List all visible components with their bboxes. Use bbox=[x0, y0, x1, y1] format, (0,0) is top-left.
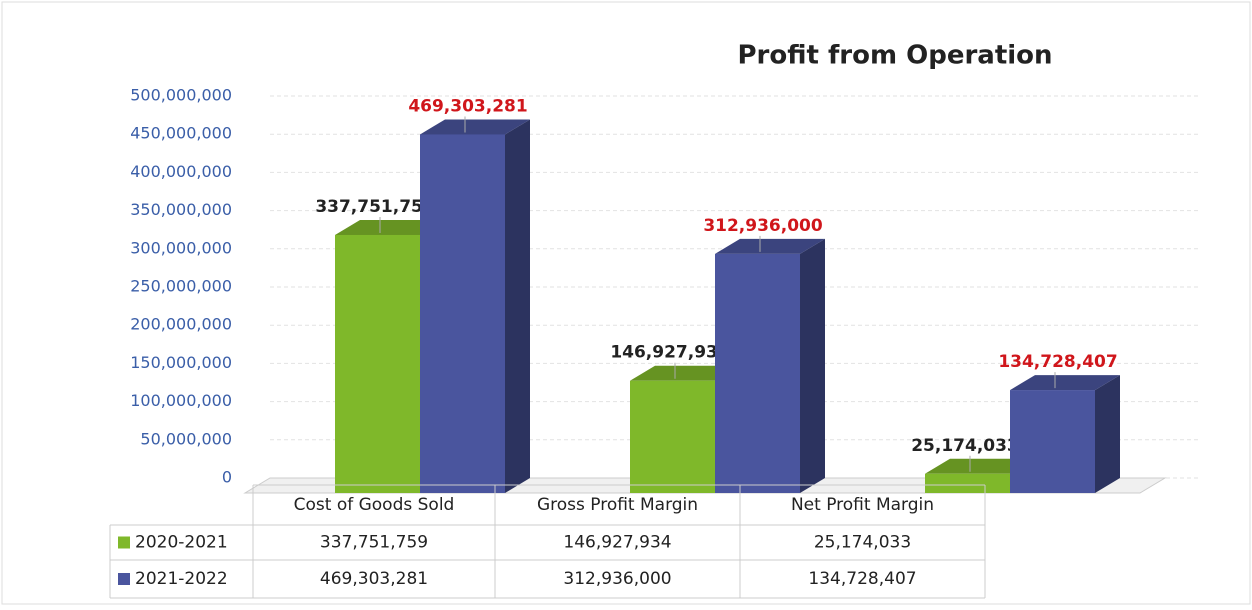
bar-top bbox=[925, 458, 1035, 474]
value-label: 469,303,281 bbox=[408, 96, 527, 116]
y-tick-label: 0 bbox=[222, 468, 232, 487]
y-tick-label: 250,000,000 bbox=[130, 277, 232, 296]
bar-side bbox=[1095, 375, 1120, 493]
y-tick-label: 300,000,000 bbox=[130, 238, 232, 257]
table-cell: 312,936,000 bbox=[563, 569, 671, 589]
bar bbox=[1010, 390, 1095, 493]
bar bbox=[630, 380, 715, 493]
value-label: 25,174,033 bbox=[911, 436, 1019, 456]
bar bbox=[335, 234, 420, 494]
value-label: 337,751,759 bbox=[315, 197, 434, 217]
value-label: 146,927,934 bbox=[610, 343, 730, 363]
y-tick-label: 200,000,000 bbox=[130, 315, 232, 334]
y-tick-label: 150,000,000 bbox=[130, 353, 232, 372]
legend-label: 2020-2021 bbox=[135, 533, 228, 553]
legend-swatch bbox=[118, 536, 130, 549]
table-header: Gross Profit Margin bbox=[537, 495, 698, 515]
y-tick-label: 450,000,000 bbox=[130, 124, 232, 143]
y-tick-label: 350,000,000 bbox=[130, 200, 232, 219]
bar bbox=[925, 473, 1010, 493]
y-tick-label: 400,000,000 bbox=[130, 162, 232, 181]
legend-label: 2021-2022 bbox=[135, 569, 228, 589]
legend-swatch bbox=[118, 573, 130, 585]
bar-top bbox=[335, 219, 445, 235]
chart-title: Profit from Operation bbox=[737, 41, 1052, 71]
bar-side bbox=[505, 119, 530, 493]
table-cell: 25,174,033 bbox=[814, 533, 911, 553]
bar bbox=[420, 134, 505, 494]
bar bbox=[715, 253, 800, 493]
bar-top bbox=[420, 119, 530, 135]
table-cell: 469,303,281 bbox=[320, 569, 428, 589]
bar-side bbox=[800, 238, 825, 493]
y-tick-label: 50,000,000 bbox=[140, 429, 232, 448]
bar-top bbox=[1010, 375, 1120, 391]
bar-top bbox=[630, 365, 740, 381]
table-header: Cost of Goods Sold bbox=[294, 495, 455, 515]
value-label: 134,728,407 bbox=[998, 352, 1117, 372]
value-label: 312,936,000 bbox=[703, 216, 823, 236]
table-header: Net Profit Margin bbox=[791, 495, 934, 515]
table-cell: 337,751,759 bbox=[320, 533, 428, 553]
table-cell: 146,927,934 bbox=[563, 533, 671, 553]
y-tick-label: 100,000,000 bbox=[130, 391, 232, 410]
bar-top bbox=[715, 238, 825, 254]
table-cell: 134,728,407 bbox=[808, 569, 916, 589]
y-tick-label: 500,000,000 bbox=[130, 86, 232, 105]
